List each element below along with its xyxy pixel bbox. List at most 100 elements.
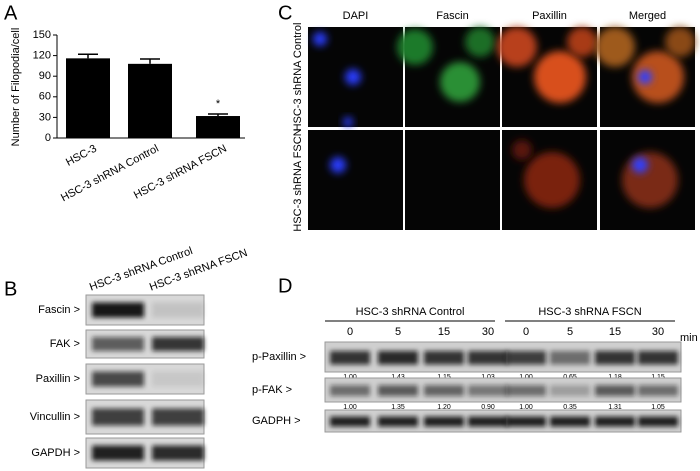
panel-label: A: [4, 2, 18, 24]
cell-signal: [638, 70, 652, 84]
band: [152, 371, 204, 387]
y-tick-label: 90: [39, 70, 51, 82]
band: [152, 408, 204, 426]
annotation: *: [216, 98, 221, 110]
column-header: Paxillin: [532, 10, 567, 22]
band: [468, 385, 508, 396]
row-label: Fascin >: [38, 304, 80, 316]
band: [595, 416, 635, 427]
band: [550, 416, 590, 427]
column-header: Fascin: [436, 10, 468, 22]
band: [152, 445, 204, 461]
row-label: Paxillin >: [36, 373, 80, 385]
band: [378, 351, 418, 365]
x-tick-label: HSC-3: [64, 143, 99, 169]
bar: [196, 116, 240, 138]
band: [595, 351, 635, 365]
band: [152, 302, 204, 318]
band: [424, 385, 464, 396]
column-header: Merged: [629, 10, 666, 22]
quantification: 1.03: [481, 374, 495, 381]
band: [424, 351, 464, 365]
time-label: 30: [652, 326, 664, 338]
band: [638, 351, 678, 365]
time-label: 0: [523, 326, 529, 338]
y-tick-label: 30: [39, 111, 51, 123]
quantification: 0.90: [481, 404, 495, 411]
cell-signal: [397, 29, 433, 65]
band: [330, 416, 370, 427]
band: [92, 371, 144, 387]
cell-signal: [632, 51, 684, 103]
time-label: 0: [347, 326, 353, 338]
band: [330, 351, 370, 365]
band: [550, 385, 590, 396]
quantification: 1.31: [608, 404, 622, 411]
quantification: 1.00: [343, 374, 357, 381]
quantification: 1.05: [651, 404, 665, 411]
panel-label: C: [278, 2, 292, 24]
cell-signal: [665, 27, 695, 57]
y-tick-label: 120: [33, 50, 51, 62]
cell-signal: [567, 27, 597, 57]
quantification: 0.65: [563, 374, 577, 381]
band: [330, 385, 370, 396]
time-label: 15: [438, 326, 450, 338]
row-label: HSC-3 shRNA FSCN: [292, 128, 304, 231]
column-header: DAPI: [343, 10, 369, 22]
time-unit: min: [680, 332, 698, 344]
cell-signal: [524, 152, 580, 208]
panel-label: B: [4, 278, 17, 300]
band: [424, 416, 464, 427]
cell-signal: [313, 32, 327, 46]
row-label: p-FAK >: [252, 384, 292, 396]
y-axis-label: Number of Filopodia/cell: [10, 28, 22, 147]
quantification: 1.00: [343, 404, 357, 411]
cell-signal: [622, 152, 678, 208]
band: [468, 351, 508, 365]
group-header: HSC-3 shRNA FSCN: [538, 306, 641, 318]
micrograph: [405, 130, 500, 230]
time-label: 30: [482, 326, 494, 338]
bar: [128, 63, 172, 139]
row-label: HSC-3 shRNA Control: [292, 23, 304, 132]
cell-signal: [465, 27, 495, 57]
row-label: Vincullin >: [30, 411, 80, 423]
cell-signal: [534, 51, 586, 103]
time-label: 15: [609, 326, 621, 338]
cell-signal: [632, 157, 648, 173]
y-tick-label: 60: [39, 91, 51, 103]
band: [550, 351, 590, 365]
y-tick-label: 150: [33, 29, 51, 41]
time-label: 5: [567, 326, 573, 338]
band: [152, 337, 204, 351]
band: [92, 337, 144, 351]
row-label: p-Paxillin >: [252, 351, 306, 363]
cell-signal: [330, 157, 346, 173]
quantification: 1.00: [519, 404, 533, 411]
y-tick-label: 0: [45, 132, 51, 144]
row-label: FAK >: [50, 338, 80, 350]
band: [506, 416, 546, 427]
panel-label: D: [278, 275, 292, 297]
cell-signal: [343, 117, 353, 127]
row-label: GADPH >: [252, 415, 301, 427]
quantification: 1.35: [391, 404, 405, 411]
band: [92, 445, 144, 461]
cell-signal: [345, 69, 361, 85]
cell-signal: [440, 62, 480, 102]
bar: [66, 58, 110, 139]
group-header: HSC-3 shRNA Control: [356, 306, 465, 318]
quantification: 1.20: [437, 404, 451, 411]
time-label: 5: [395, 326, 401, 338]
band: [595, 385, 635, 396]
band: [506, 351, 546, 365]
quantification: 1.18: [608, 374, 622, 381]
band: [92, 302, 144, 318]
band: [638, 416, 678, 427]
quantification: 1.15: [651, 374, 665, 381]
cell-signal: [512, 140, 532, 160]
cell-signal: [595, 27, 635, 67]
band: [638, 385, 678, 396]
